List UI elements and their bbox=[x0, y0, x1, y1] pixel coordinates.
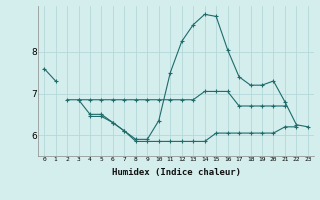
X-axis label: Humidex (Indice chaleur): Humidex (Indice chaleur) bbox=[111, 168, 241, 177]
